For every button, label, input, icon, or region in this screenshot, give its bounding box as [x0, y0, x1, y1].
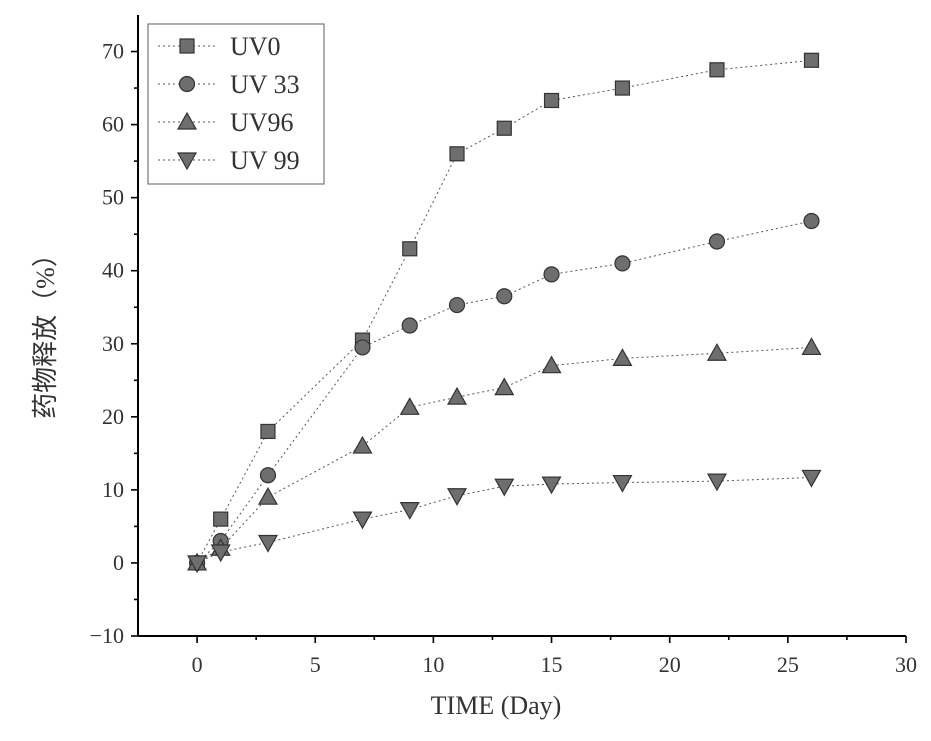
data-point-uv96 — [612, 348, 633, 366]
data-point-uv33 — [401, 317, 418, 334]
y-tick-label: 20 — [102, 404, 124, 429]
legend-marker-uv33 — [178, 75, 196, 93]
series-uv96 — [187, 337, 822, 571]
legend: UV0 UV 33 UV96 UV 99 — [147, 23, 325, 185]
legend-marker-uv96 — [176, 111, 198, 130]
x-tick-label: 0 — [192, 652, 203, 677]
data-point-uv33 — [448, 296, 466, 314]
data-point-uv99 — [612, 474, 633, 493]
data-point-uv99 — [494, 478, 515, 497]
x-tick-label: 10 — [422, 652, 444, 677]
data-point-uv99 — [352, 511, 373, 530]
y-tick-label: 50 — [102, 185, 124, 210]
y-tick-label: 60 — [102, 112, 124, 137]
legend-box — [147, 23, 325, 185]
data-point-uv0 — [709, 62, 725, 78]
y-tick-label: 30 — [102, 331, 124, 356]
legend-label-uv96: UV96 — [230, 108, 294, 137]
data-point-uv0 — [803, 52, 820, 68]
data-point-uv96 — [494, 377, 515, 396]
x-tick-label: 20 — [659, 652, 681, 677]
data-point-uv96 — [801, 337, 822, 356]
y-tick-label: 0 — [113, 550, 124, 575]
data-point-uv96 — [399, 397, 420, 415]
legend-label-uv0: UV0 — [230, 32, 281, 61]
data-point-uv99 — [210, 544, 231, 563]
data-point-uv96 — [541, 355, 562, 374]
legend-label-uv33: UV 33 — [230, 70, 300, 99]
x-tick-label: 30 — [895, 652, 917, 677]
data-point-uv33 — [803, 212, 820, 230]
data-point-uv99 — [399, 502, 420, 520]
data-point-uv0 — [614, 80, 631, 96]
series-layer — [187, 52, 822, 574]
y-axis-title: 药物释放（%） — [31, 241, 60, 419]
x-tick-label: 15 — [541, 652, 563, 677]
data-point-uv99 — [257, 534, 278, 553]
data-point-uv33 — [259, 467, 277, 484]
data-point-uv0 — [402, 241, 418, 257]
data-point-uv99 — [187, 555, 208, 574]
legend-label-uv99: UV 99 — [230, 146, 300, 175]
data-point-uv99 — [446, 488, 468, 506]
series-line-uv0 — [196, 59, 812, 564]
data-point-uv0 — [543, 92, 560, 109]
data-point-uv96 — [446, 386, 468, 405]
data-point-uv99 — [541, 476, 562, 495]
data-point-uv99 — [706, 473, 727, 492]
data-point-uv0 — [449, 146, 465, 162]
x-axis-title: TIME (Day) — [431, 691, 562, 720]
data-point-uv96 — [257, 486, 278, 505]
data-point-uv96 — [706, 343, 727, 361]
x-tick-label: 25 — [777, 652, 799, 677]
data-point-uv33 — [708, 233, 726, 250]
data-point-uv0 — [260, 423, 276, 440]
axes-layer: −10 0 10 20 30 40 50 60 70 0 5 10 15 20 25 30 — [90, 15, 917, 677]
data-point-uv33 — [354, 339, 371, 356]
y-tick-label: −10 — [90, 623, 124, 648]
y-tick-label: 70 — [102, 39, 124, 64]
data-point-uv0 — [496, 120, 512, 136]
series-uv99 — [187, 469, 822, 574]
legend-marker-uv0 — [179, 38, 195, 54]
legend-marker-uv99 — [176, 152, 198, 171]
data-point-uv96 — [352, 435, 373, 454]
data-point-uv33 — [543, 266, 560, 283]
x-tick-label: 5 — [310, 652, 321, 677]
data-point-uv33 — [614, 255, 631, 272]
y-tick-label: 10 — [102, 477, 124, 502]
data-point-uv33 — [496, 288, 513, 305]
data-point-uv99 — [801, 469, 822, 488]
series-uv0 — [189, 52, 820, 571]
y-tick-label: 40 — [102, 258, 124, 283]
data-point-uv0 — [213, 511, 229, 527]
